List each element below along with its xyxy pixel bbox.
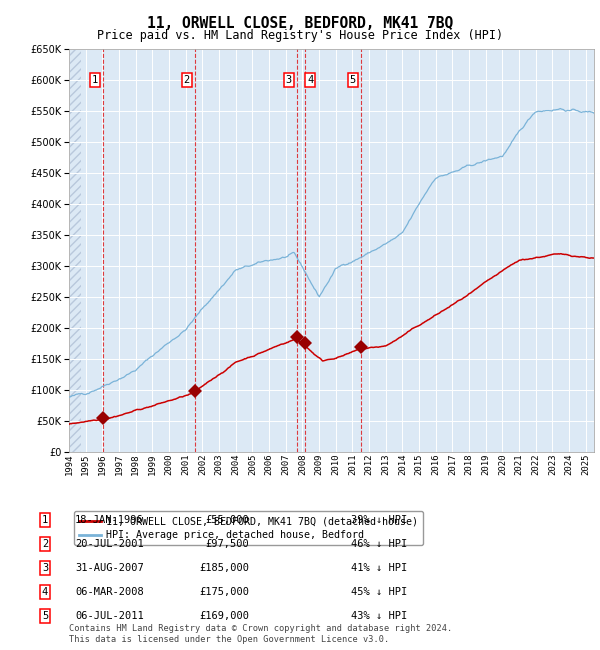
Text: 39% ↓ HPI: 39% ↓ HPI (351, 515, 407, 525)
Text: Contains HM Land Registry data © Crown copyright and database right 2024.
This d: Contains HM Land Registry data © Crown c… (69, 624, 452, 644)
Text: 5: 5 (350, 75, 356, 84)
Text: 3: 3 (286, 75, 292, 84)
Text: 31-AUG-2007: 31-AUG-2007 (75, 563, 144, 573)
Text: 3: 3 (42, 563, 48, 573)
Legend: 11, ORWELL CLOSE, BEDFORD, MK41 7BQ (detached house), HPI: Average price, detach: 11, ORWELL CLOSE, BEDFORD, MK41 7BQ (det… (74, 511, 423, 545)
Text: £185,000: £185,000 (199, 563, 249, 573)
Text: 4: 4 (307, 75, 313, 84)
Text: 4: 4 (42, 587, 48, 597)
Text: 45% ↓ HPI: 45% ↓ HPI (351, 587, 407, 597)
Text: £55,000: £55,000 (205, 515, 249, 525)
Text: 06-JUL-2011: 06-JUL-2011 (75, 611, 144, 621)
Text: 2: 2 (184, 75, 190, 84)
Text: 46% ↓ HPI: 46% ↓ HPI (351, 539, 407, 549)
Text: £175,000: £175,000 (199, 587, 249, 597)
Text: 5: 5 (42, 611, 48, 621)
Text: 2: 2 (42, 539, 48, 549)
Text: 06-MAR-2008: 06-MAR-2008 (75, 587, 144, 597)
Text: 1: 1 (42, 515, 48, 525)
Text: 43% ↓ HPI: 43% ↓ HPI (351, 611, 407, 621)
Text: £97,500: £97,500 (205, 539, 249, 549)
Text: Price paid vs. HM Land Registry's House Price Index (HPI): Price paid vs. HM Land Registry's House … (97, 29, 503, 42)
Text: 18-JAN-1996: 18-JAN-1996 (75, 515, 144, 525)
Text: 41% ↓ HPI: 41% ↓ HPI (351, 563, 407, 573)
Text: £169,000: £169,000 (199, 611, 249, 621)
Text: 1: 1 (92, 75, 98, 84)
Text: 20-JUL-2001: 20-JUL-2001 (75, 539, 144, 549)
Text: 11, ORWELL CLOSE, BEDFORD, MK41 7BQ: 11, ORWELL CLOSE, BEDFORD, MK41 7BQ (147, 16, 453, 31)
